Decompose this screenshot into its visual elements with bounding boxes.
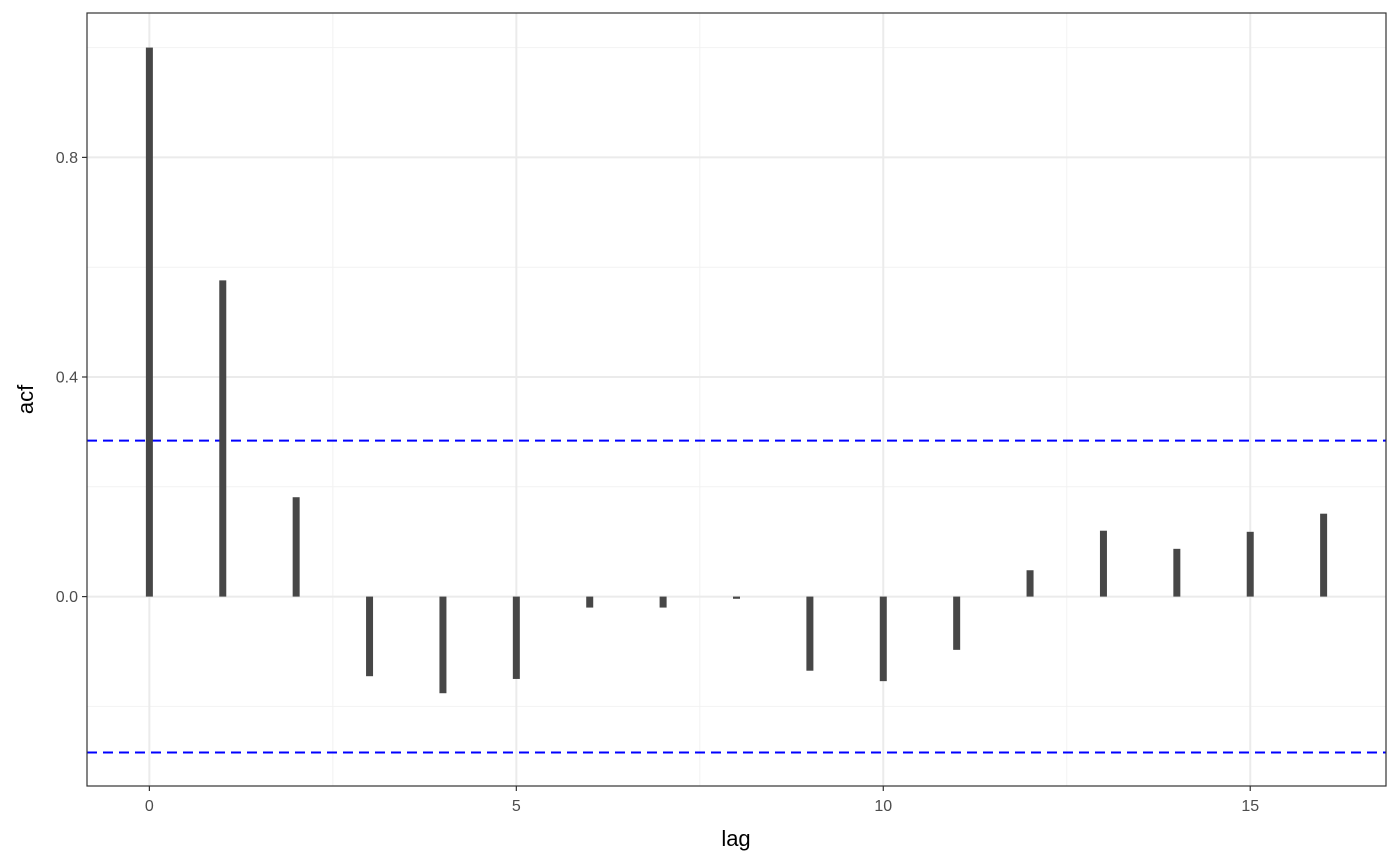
acf-bar bbox=[586, 596, 594, 608]
acf-bar bbox=[659, 596, 667, 608]
acf-bar bbox=[1246, 531, 1254, 597]
acf-bar bbox=[953, 596, 961, 650]
x-tick-label: 15 bbox=[1241, 798, 1259, 815]
acf-bar bbox=[366, 596, 374, 677]
acf-bar bbox=[439, 596, 447, 694]
y-tick-label: 0.0 bbox=[56, 589, 78, 606]
x-axis-title: lag bbox=[721, 826, 750, 851]
acf-bar bbox=[733, 596, 740, 599]
acf-bar bbox=[512, 596, 520, 679]
x-tick-label: 5 bbox=[512, 798, 521, 815]
acf-bar bbox=[879, 596, 887, 682]
acf-bar bbox=[1099, 530, 1107, 597]
x-axis-ticks: 0 5 10 15 bbox=[145, 786, 1259, 815]
acf-bar bbox=[806, 596, 814, 671]
acf-bar bbox=[219, 280, 227, 597]
acf-bar bbox=[1173, 548, 1181, 597]
acf-bar bbox=[1320, 513, 1328, 597]
y-tick-label: 0.8 bbox=[56, 150, 78, 167]
acf-bars bbox=[145, 47, 1328, 694]
confidence-bounds bbox=[87, 439, 1386, 754]
panel-border bbox=[86, 12, 1387, 787]
y-axis-ticks: 0.0 0.4 0.8 bbox=[56, 150, 87, 606]
acf-bar bbox=[1026, 570, 1034, 597]
y-tick-label: 0.4 bbox=[56, 369, 78, 386]
y-axis-title: acf bbox=[13, 384, 38, 414]
panel-background bbox=[87, 13, 1386, 786]
x-tick-label: 10 bbox=[874, 798, 892, 815]
x-tick-label: 0 bbox=[145, 798, 154, 815]
acf-bar bbox=[292, 497, 300, 597]
acf-bar bbox=[145, 47, 153, 597]
